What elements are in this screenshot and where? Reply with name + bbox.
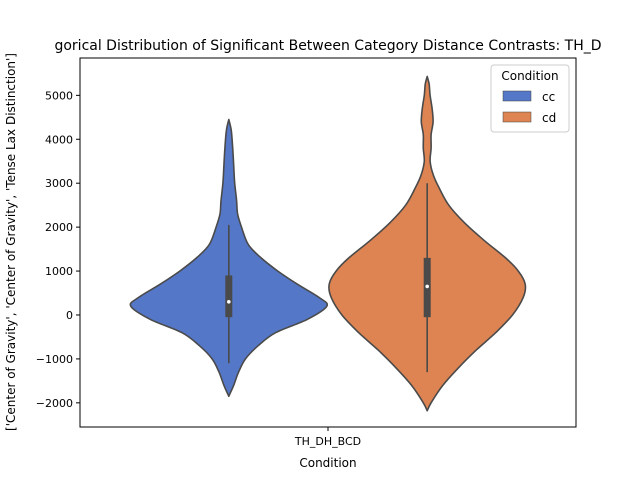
y-tick-label: 1000: [45, 265, 73, 278]
y-axis: −2000 −1000 0 1000 2000 3000 4000 5000: [36, 89, 80, 410]
chart-title: gorical Distribution of Significant Betw…: [54, 38, 601, 54]
legend-swatch-cc: [502, 90, 532, 102]
y-axis-label: ['Center of Gravity', 'Center of Gravity…: [4, 53, 18, 431]
y-tick-label: 4000: [45, 133, 73, 146]
legend-title: Condition: [501, 69, 558, 83]
x-tick-label: TH_DH_BCD: [294, 435, 361, 448]
legend-label-cd: cd: [542, 111, 556, 125]
x-axis: TH_DH_BCD: [294, 427, 361, 448]
y-tick-label: 0: [66, 309, 73, 322]
y-tick-label: −1000: [36, 353, 73, 366]
legend-label-cc: cc: [542, 90, 555, 104]
y-tick-label: 3000: [45, 177, 73, 190]
legend: Condition cc cd: [490, 64, 570, 133]
violin-median-cd: [425, 284, 430, 289]
x-axis-label: Condition: [299, 456, 356, 470]
y-tick-label: −2000: [36, 397, 73, 410]
violin-iqr-box-cc: [225, 275, 233, 318]
legend-swatch-cd: [502, 111, 532, 123]
plot-frame: [79, 57, 577, 428]
violin-median-cc: [227, 300, 231, 304]
y-tick-label: 2000: [45, 221, 73, 234]
y-tick-label: 5000: [45, 89, 73, 102]
violins-layer: [129, 75, 527, 412]
